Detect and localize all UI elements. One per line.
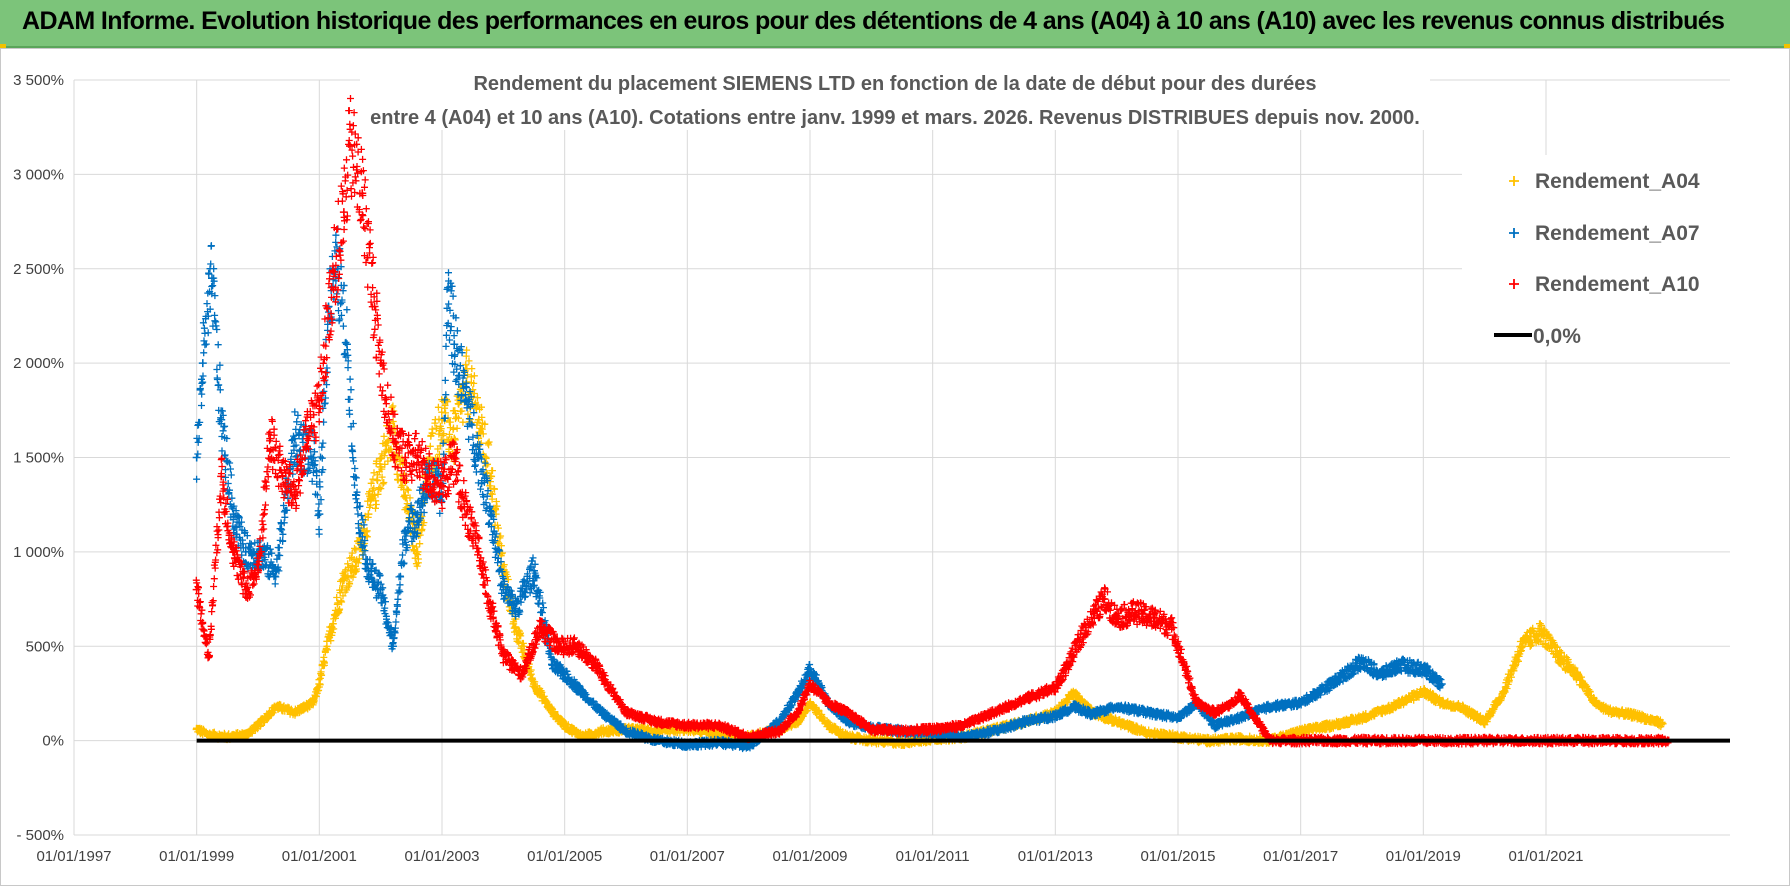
x-tick-label: 01/01/1999 xyxy=(159,848,234,865)
series-cloud xyxy=(193,346,1666,749)
x-axis: 01/01/1997 01/01/1999 01/01/2001 01/01/2003… xyxy=(36,848,1583,865)
y-tick-label: 500% xyxy=(26,638,64,655)
x-tick-label: 01/01/1997 xyxy=(36,848,111,865)
legend-label-zero: 0,0% xyxy=(1533,325,1581,348)
chart-series xyxy=(192,95,1730,753)
x-tick-label: 01/01/2019 xyxy=(1386,848,1461,865)
y-tick-label: 3 000% xyxy=(13,166,64,183)
x-tick-label: 01/01/2011 xyxy=(896,848,970,865)
series-rendement_a04 xyxy=(192,346,1667,749)
page-title: ADAM Informe. Evolution historique des p… xyxy=(22,7,1725,35)
y-tick-label: 2 000% xyxy=(13,355,64,372)
x-tick-label: 01/01/2015 xyxy=(1140,848,1215,865)
series-cloud xyxy=(192,95,1672,748)
y-axis: - 500% 0% 500% 1 000% 1 500% 2 000% 2 500% 3 00… xyxy=(13,72,64,844)
y-tick-label: 3 500% xyxy=(13,72,64,89)
header-banner: ADAM Informe. Evolution historique des p… xyxy=(0,0,1790,48)
data-point xyxy=(315,510,324,519)
corner-accent-right xyxy=(1784,44,1790,49)
y-tick-label: 0% xyxy=(42,733,64,750)
data-point xyxy=(198,359,207,368)
x-tick-label: 01/01/2009 xyxy=(772,848,847,865)
y-tick-label: 2 500% xyxy=(13,261,64,278)
y-tick-label: 1 500% xyxy=(13,450,64,467)
corner-accent-left xyxy=(0,44,6,49)
chart-title-line2: entre 4 (A04) et 10 ans (A10). Cotations… xyxy=(370,107,1420,129)
y-tick-label: - 500% xyxy=(16,827,64,844)
data-point xyxy=(346,142,354,151)
legend-label-a10: Rendement_A10 xyxy=(1535,273,1700,296)
chart-legend: Rendement_A04 Rendement_A07 Rendement_A1… xyxy=(1462,155,1762,360)
chart-title-line1: Rendement du placement SIEMENS LTD en fo… xyxy=(473,73,1316,95)
x-tick-label: 01/01/2007 xyxy=(650,848,725,865)
y-tick-label: 1 000% xyxy=(13,544,64,561)
data-point xyxy=(192,453,201,462)
x-tick-label: 01/01/2013 xyxy=(1018,848,1093,865)
legend-label-a07: Rendement_A07 xyxy=(1535,222,1700,245)
x-tick-label: 01/01/2003 xyxy=(404,848,479,865)
legend-label-a04: Rendement_A04 xyxy=(1535,170,1700,193)
x-tick-label: 01/01/2001 xyxy=(282,848,357,865)
x-tick-label: 01/01/2021 xyxy=(1508,848,1583,865)
x-tick-label: 01/01/2005 xyxy=(527,848,602,865)
x-tick-label: 01/01/2017 xyxy=(1263,848,1338,865)
data-point xyxy=(450,340,459,349)
